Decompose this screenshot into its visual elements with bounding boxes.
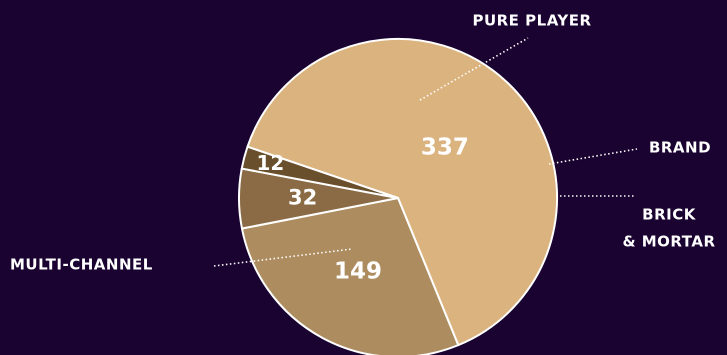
value-label-pure-player: 149 [334, 259, 382, 285]
category-label-multi-channel: MULTI-CHANNEL [10, 256, 153, 274]
pie-slices [238, 37, 559, 355]
leader-line-brand [548, 148, 638, 165]
leader-lines [213, 37, 638, 267]
value-label-brick-and-mortar: 12 [256, 151, 284, 175]
category-label-brand: BRAND [649, 139, 711, 157]
value-label-multi-channel: 337 [421, 135, 469, 161]
slice-brick-and-mortar [240, 145, 399, 199]
category-label-brick-and-mortar: BRICK & MORTAR [622, 206, 715, 251]
slice-multi-channel [246, 37, 559, 347]
value-label-brand: 32 [288, 185, 317, 209]
category-label-pure-player: PURE PLAYER [472, 12, 591, 30]
leader-line-pure-player [419, 37, 529, 101]
category-labels: MULTI-CHANNEL PURE PLAYER BRAND BRICK & MORT… [10, 12, 715, 274]
slice-pure-player [240, 197, 460, 355]
